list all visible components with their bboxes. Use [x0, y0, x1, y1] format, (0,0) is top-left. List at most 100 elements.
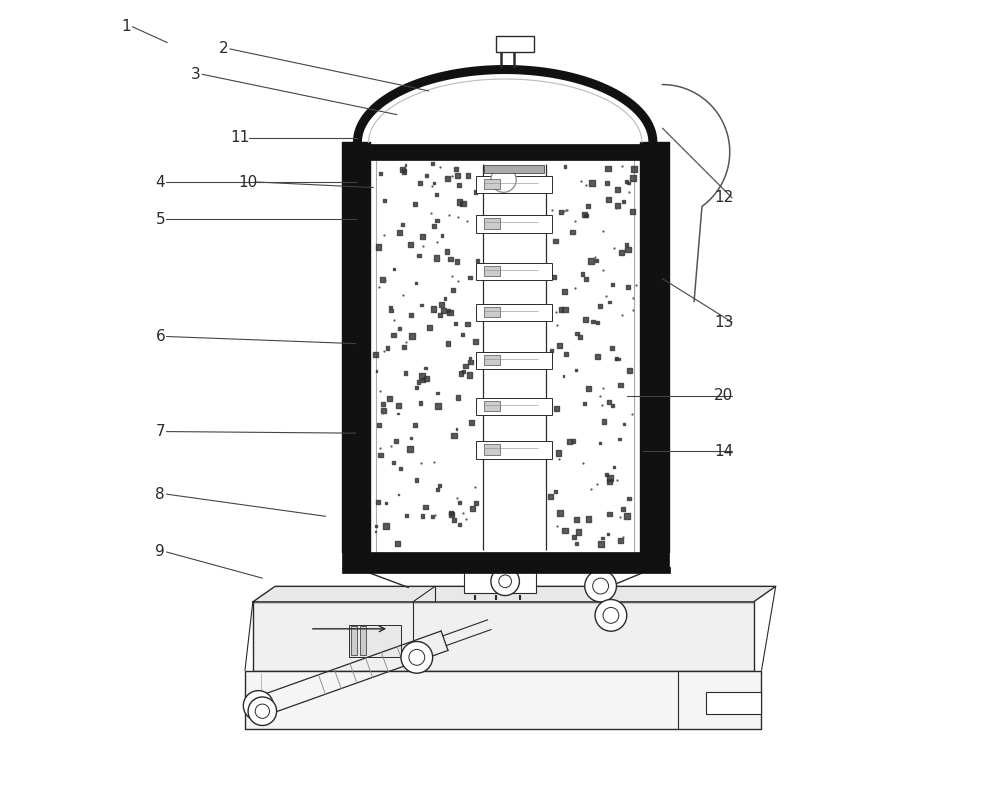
Point	[448, 317, 464, 330]
Point	[566, 530, 582, 543]
Point	[613, 534, 629, 547]
Bar	[706, 692, 761, 715]
Point	[381, 392, 397, 405]
Point	[403, 238, 419, 251]
Point	[545, 270, 561, 283]
Point	[451, 196, 467, 208]
Point	[574, 268, 590, 281]
Point	[580, 513, 596, 525]
Bar	[342, 144, 669, 160]
Point	[608, 202, 624, 215]
Bar	[476, 351, 552, 369]
Text: 12: 12	[714, 190, 733, 205]
Point	[415, 231, 431, 243]
Point	[449, 169, 465, 182]
Point	[429, 214, 445, 227]
Bar	[476, 263, 552, 281]
Point	[468, 497, 484, 510]
Point	[556, 285, 572, 298]
Point	[404, 330, 420, 343]
Bar	[476, 398, 552, 415]
Point	[375, 407, 391, 420]
Point	[599, 467, 615, 480]
Point	[577, 397, 593, 409]
Point	[372, 448, 388, 461]
Text: 1: 1	[121, 19, 131, 34]
Point	[567, 281, 583, 294]
Point	[372, 442, 388, 455]
Point	[414, 299, 430, 312]
Point	[556, 204, 572, 217]
Point	[412, 176, 428, 189]
Point	[572, 331, 588, 343]
Point	[595, 225, 611, 238]
Point	[378, 497, 394, 510]
Point	[542, 491, 558, 503]
Point	[397, 366, 413, 379]
Point	[414, 370, 430, 382]
Polygon shape	[253, 587, 776, 602]
Text: 9: 9	[155, 545, 165, 560]
Point	[444, 270, 460, 282]
Point	[608, 352, 624, 365]
Point	[568, 363, 584, 376]
Point	[449, 255, 465, 268]
Point	[621, 492, 637, 505]
Point	[443, 508, 459, 521]
Point	[462, 351, 478, 364]
Point	[396, 341, 412, 354]
Point	[599, 176, 615, 189]
Point	[544, 344, 560, 357]
Point	[449, 492, 465, 505]
Point	[613, 246, 629, 259]
Point	[383, 304, 399, 317]
Point	[425, 510, 441, 523]
Point	[446, 429, 462, 442]
Point	[368, 520, 384, 533]
Point	[436, 304, 452, 317]
Point	[425, 303, 441, 316]
Point	[601, 296, 617, 308]
Point	[410, 376, 426, 389]
Point	[604, 278, 620, 291]
Point	[448, 423, 464, 436]
Point	[426, 219, 442, 232]
Circle shape	[251, 699, 266, 713]
Text: 11: 11	[231, 130, 250, 145]
Point	[371, 419, 387, 432]
Bar	[245, 671, 761, 729]
Point	[444, 169, 460, 182]
Point	[606, 460, 622, 473]
Point	[584, 176, 600, 189]
Point	[408, 277, 424, 289]
Bar	[351, 626, 357, 655]
Text: 8: 8	[155, 487, 165, 502]
Text: 7: 7	[155, 424, 165, 439]
Point	[564, 226, 580, 238]
Point	[595, 532, 611, 545]
Point	[592, 436, 608, 449]
Point	[558, 204, 574, 216]
Point	[619, 510, 635, 522]
Circle shape	[409, 650, 425, 665]
Point	[557, 304, 573, 316]
Circle shape	[603, 607, 619, 623]
Point	[402, 443, 418, 456]
Point	[429, 483, 445, 496]
Point	[427, 220, 443, 233]
Point	[440, 337, 456, 350]
Point	[590, 350, 606, 363]
Point	[415, 510, 431, 522]
Point	[464, 502, 480, 514]
Point	[625, 172, 641, 184]
Circle shape	[593, 578, 609, 594]
Point	[601, 395, 617, 408]
Point	[390, 407, 406, 420]
Point	[383, 301, 399, 313]
Point	[411, 249, 427, 262]
Point	[552, 506, 568, 519]
Point	[368, 365, 384, 378]
Circle shape	[491, 167, 516, 192]
Point	[389, 537, 405, 550]
Point	[431, 479, 447, 492]
